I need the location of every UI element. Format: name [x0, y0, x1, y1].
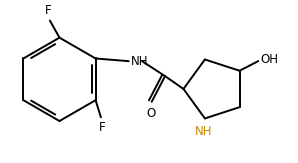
- Text: NH: NH: [131, 55, 148, 68]
- Text: F: F: [99, 121, 106, 134]
- Text: O: O: [147, 107, 156, 120]
- Text: OH: OH: [260, 53, 278, 66]
- Text: NH: NH: [195, 125, 212, 138]
- Text: F: F: [45, 4, 52, 17]
